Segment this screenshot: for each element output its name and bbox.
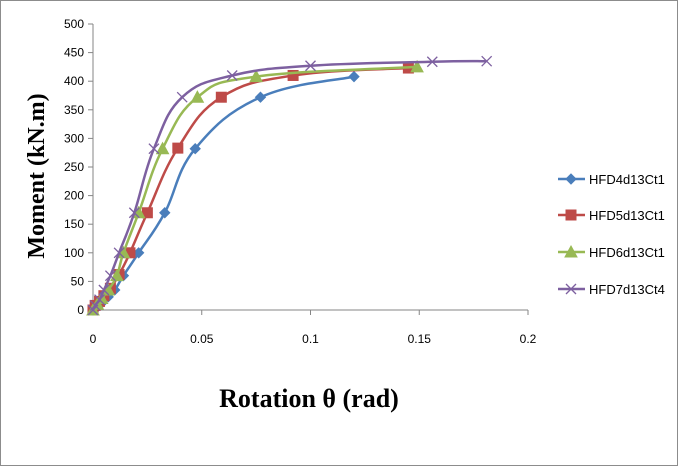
data-point <box>249 69 263 83</box>
data-point <box>148 143 160 155</box>
data-point <box>98 284 110 296</box>
data-point <box>159 207 171 219</box>
data-point <box>128 207 140 219</box>
data-point <box>481 55 493 67</box>
y-tick-label: 200 <box>64 189 84 203</box>
data-point <box>287 69 299 81</box>
series-HFD4d13Ct1 <box>87 70 360 316</box>
legend-label: HFD6d13Ct1 <box>589 245 665 260</box>
y-axis-ticks: 0 50 100 150 200 250 300 350 400 450 500 <box>64 17 93 317</box>
data-point <box>110 268 124 282</box>
legend-item: HFD6d13Ct1 <box>558 244 665 260</box>
x-axis-ticks: 0 0.05 0.1 0.15 0.2 <box>90 310 537 346</box>
data-point <box>89 299 101 311</box>
series-HFD7d13Ct4 <box>87 55 493 316</box>
y-tick-label: 300 <box>64 131 84 145</box>
legend-label: HFD5d13Ct1 <box>589 208 665 223</box>
data-point <box>104 270 116 282</box>
x-axis-title: Rotation θ (rad) <box>219 384 399 413</box>
legend-marker <box>565 209 577 221</box>
legend-item: HFD7d13Ct4 <box>558 282 665 297</box>
x-tick-label: 0 <box>90 332 97 346</box>
series-layer <box>86 55 493 316</box>
legend-marker <box>565 283 577 295</box>
y-tick-label: 400 <box>64 74 84 88</box>
data-point <box>226 70 238 81</box>
data-point <box>155 141 170 155</box>
y-tick-label: 100 <box>64 246 84 260</box>
data-point <box>410 59 424 73</box>
data-point <box>113 247 125 259</box>
x-tick-label: 0.1 <box>302 332 319 346</box>
x-tick-label: 0.2 <box>520 332 537 346</box>
y-tick-label: 500 <box>64 17 84 31</box>
data-point <box>254 91 267 103</box>
data-point <box>305 60 316 72</box>
y-tick-label: 450 <box>64 46 84 60</box>
legend-label: HFD7d13Ct4 <box>589 282 665 297</box>
series-line <box>91 59 487 311</box>
y-tick-label: 50 <box>71 274 85 288</box>
x-tick-label: 0.15 <box>408 332 432 346</box>
y-tick-label: 150 <box>64 217 84 231</box>
data-point <box>94 294 105 306</box>
y-tick-label: 0 <box>77 303 84 317</box>
legend-item: HFD5d13Ct1 <box>558 208 665 223</box>
legend-marker <box>564 244 578 258</box>
data-point <box>176 91 188 103</box>
data-point <box>348 70 360 83</box>
y-axis-title: Moment (kN.m) <box>24 93 50 258</box>
legend-item: HFD4d13Ct1 <box>558 172 665 187</box>
y-tick-label: 350 <box>64 103 84 117</box>
y-tick-label: 250 <box>64 160 84 174</box>
series-line <box>92 75 355 312</box>
data-point <box>190 90 205 103</box>
data-point <box>172 142 184 154</box>
data-point <box>215 91 227 103</box>
chart-legend: HFD4d13Ct1 HFD5d13Ct1 HFD6d13Ct1 HFD7d13Ct4 <box>558 172 665 297</box>
legend-label: HFD4d13Ct1 <box>589 172 665 187</box>
data-point <box>426 56 438 68</box>
legend-marker <box>565 173 577 185</box>
x-tick-label: 0.05 <box>190 332 214 346</box>
data-point <box>189 142 201 155</box>
